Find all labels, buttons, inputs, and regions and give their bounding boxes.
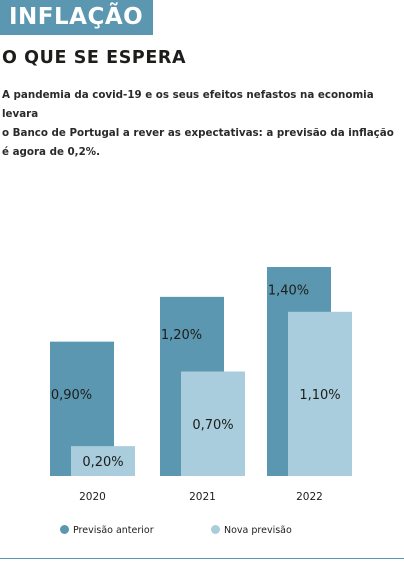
data-label-new-2020: 0,20%	[82, 455, 123, 470]
standfirst: A pandemia da covid-19 e os seus efeitos…	[2, 86, 404, 162]
data-label-previous-2021: 1,20%	[161, 328, 202, 343]
legend-swatch-previous	[60, 525, 69, 534]
bottom-rule	[0, 558, 404, 559]
x-tick-label-2021: 2021	[189, 491, 216, 503]
legend-item-previous: Previsão anterior	[60, 525, 154, 536]
legend-label-new: Nova previsão	[224, 525, 292, 536]
legend-label-previous: Previsão anterior	[73, 525, 154, 536]
data-label-new-2021: 0,70%	[192, 418, 233, 433]
legend-swatch-new	[211, 525, 220, 534]
data-label-previous-2022: 1,40%	[268, 283, 309, 298]
data-label-previous-2020: 0,90%	[51, 388, 92, 403]
bar-new-2020	[71, 446, 135, 476]
legend-item-new: Nova previsão	[211, 525, 292, 536]
bar-new-2022	[288, 311, 352, 476]
section-tag: INFLAÇÃO	[0, 0, 154, 35]
x-tick-label-2022: 2022	[296, 491, 323, 503]
bar-new-2021	[181, 371, 245, 476]
standfirst-line-1: A pandemia da covid-19 e os seus efeitos…	[2, 89, 374, 120]
standfirst-line-2: o Banco de Portugal a rever as expectati…	[2, 127, 394, 158]
x-tick-label-2020: 2020	[79, 491, 106, 503]
headline: O QUE SE ESPERA	[2, 48, 187, 68]
data-label-new-2022: 1,10%	[299, 388, 340, 403]
